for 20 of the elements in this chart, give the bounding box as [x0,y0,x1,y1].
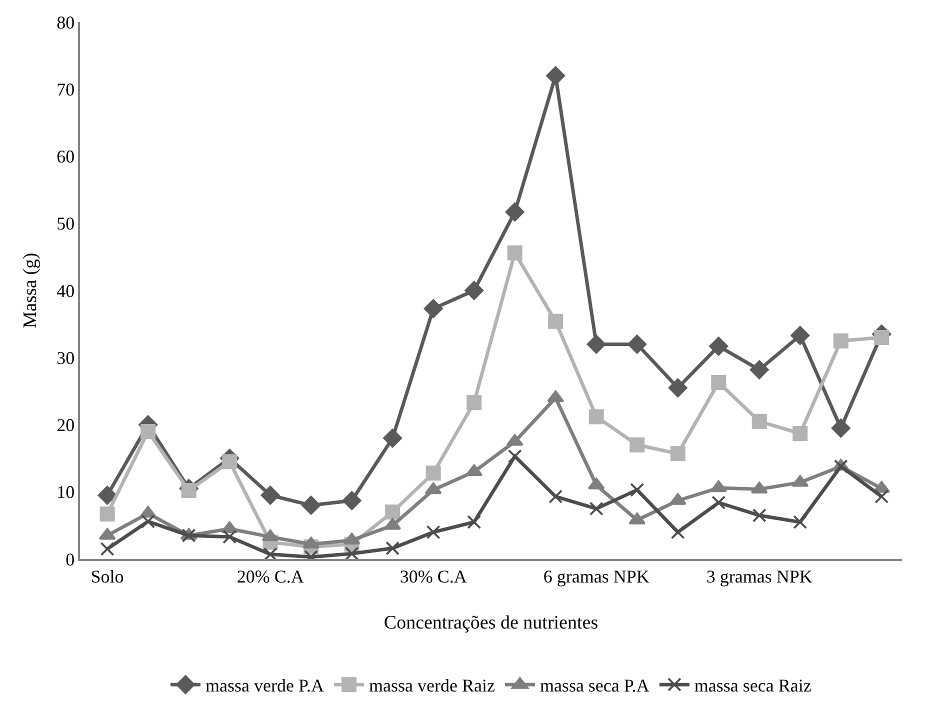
legend-label: massa seca P.A [540,676,650,696]
legend-label: massa verde Raiz [368,676,495,696]
y-tick-label: 80 [56,12,75,32]
legend-label: massa seca Raiz [694,676,812,696]
x-axis-title: Concentrações de nutrientes [384,612,598,634]
y-axis-title: Massa (g) [20,252,41,328]
y-tick-label: 50 [56,214,75,234]
y-tick-label: 40 [56,280,75,301]
y-tick-label: 30 [56,348,75,368]
x-tick-label: Solo [90,566,124,586]
x-tick-label: 30% C.A [400,566,467,586]
legend-label: massa verde P.A [206,676,324,696]
y-tick-label: 70 [56,79,75,100]
x-tick-label: 20% C.A [236,566,304,586]
y-tick-label: 0 [66,549,75,570]
x-tick-label: 3 gramas NPK [706,566,812,586]
x-tick-label: 6 gramas NPK [543,566,650,586]
y-tick-label: 10 [56,482,75,502]
y-tick-label: 20 [56,415,75,436]
y-tick-label: 60 [56,146,75,167]
